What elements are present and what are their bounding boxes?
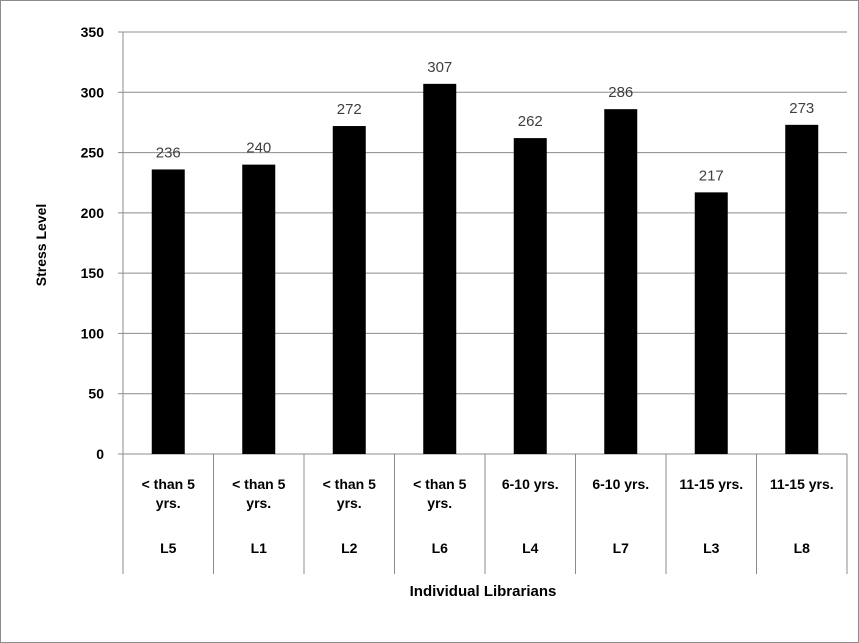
bar-l8 bbox=[785, 124, 819, 454]
group-label: < than 5 bbox=[413, 476, 467, 492]
category-label: L3 bbox=[703, 540, 720, 556]
category-label: L7 bbox=[613, 540, 630, 556]
bar-l6 bbox=[423, 83, 457, 455]
data-label: 236 bbox=[156, 144, 181, 161]
bar-l4 bbox=[513, 138, 547, 455]
group-label: 6-10 yrs. bbox=[502, 476, 559, 492]
data-label: 272 bbox=[337, 101, 362, 118]
y-tick-label: 150 bbox=[81, 265, 105, 281]
data-label: 273 bbox=[789, 100, 814, 117]
category-label: L1 bbox=[251, 540, 268, 556]
group-label: yrs. bbox=[427, 495, 452, 511]
category-label: L5 bbox=[160, 540, 177, 556]
y-tick-label: 0 bbox=[96, 446, 104, 462]
y-tick-label: 200 bbox=[81, 205, 105, 221]
group-label: < than 5 bbox=[232, 476, 286, 492]
y-tick-label: 350 bbox=[81, 24, 105, 40]
group-label: 11-15 yrs. bbox=[770, 476, 834, 492]
data-label: 217 bbox=[699, 167, 724, 184]
category-label: L8 bbox=[794, 540, 811, 556]
group-label: yrs. bbox=[246, 495, 271, 511]
bar-l5 bbox=[151, 169, 185, 455]
y-tick-label: 250 bbox=[81, 145, 105, 161]
data-label: 286 bbox=[608, 84, 633, 101]
bar-l2 bbox=[332, 126, 366, 454]
bar-l1 bbox=[242, 164, 276, 454]
category-label: L4 bbox=[522, 540, 539, 556]
group-label: < than 5 bbox=[323, 476, 377, 492]
y-tick-label: 50 bbox=[88, 386, 104, 402]
group-label: yrs. bbox=[156, 495, 181, 511]
group-label: 11-15 yrs. bbox=[679, 476, 743, 492]
bar-l3 bbox=[694, 192, 728, 455]
group-label: yrs. bbox=[337, 495, 362, 511]
y-tick-label: 300 bbox=[81, 84, 105, 100]
group-label: < than 5 bbox=[142, 476, 196, 492]
data-label: 262 bbox=[518, 113, 543, 130]
category-label: L2 bbox=[341, 540, 358, 556]
data-label: 307 bbox=[427, 59, 452, 76]
group-label: 6-10 yrs. bbox=[592, 476, 649, 492]
category-label: L6 bbox=[432, 540, 449, 556]
y-axis-title: Stress Level bbox=[33, 204, 49, 287]
x-axis-title: Individual Librarians bbox=[410, 583, 557, 600]
y-tick-label: 100 bbox=[81, 325, 105, 341]
data-label: 240 bbox=[246, 140, 271, 157]
bar-l7 bbox=[604, 109, 638, 454]
